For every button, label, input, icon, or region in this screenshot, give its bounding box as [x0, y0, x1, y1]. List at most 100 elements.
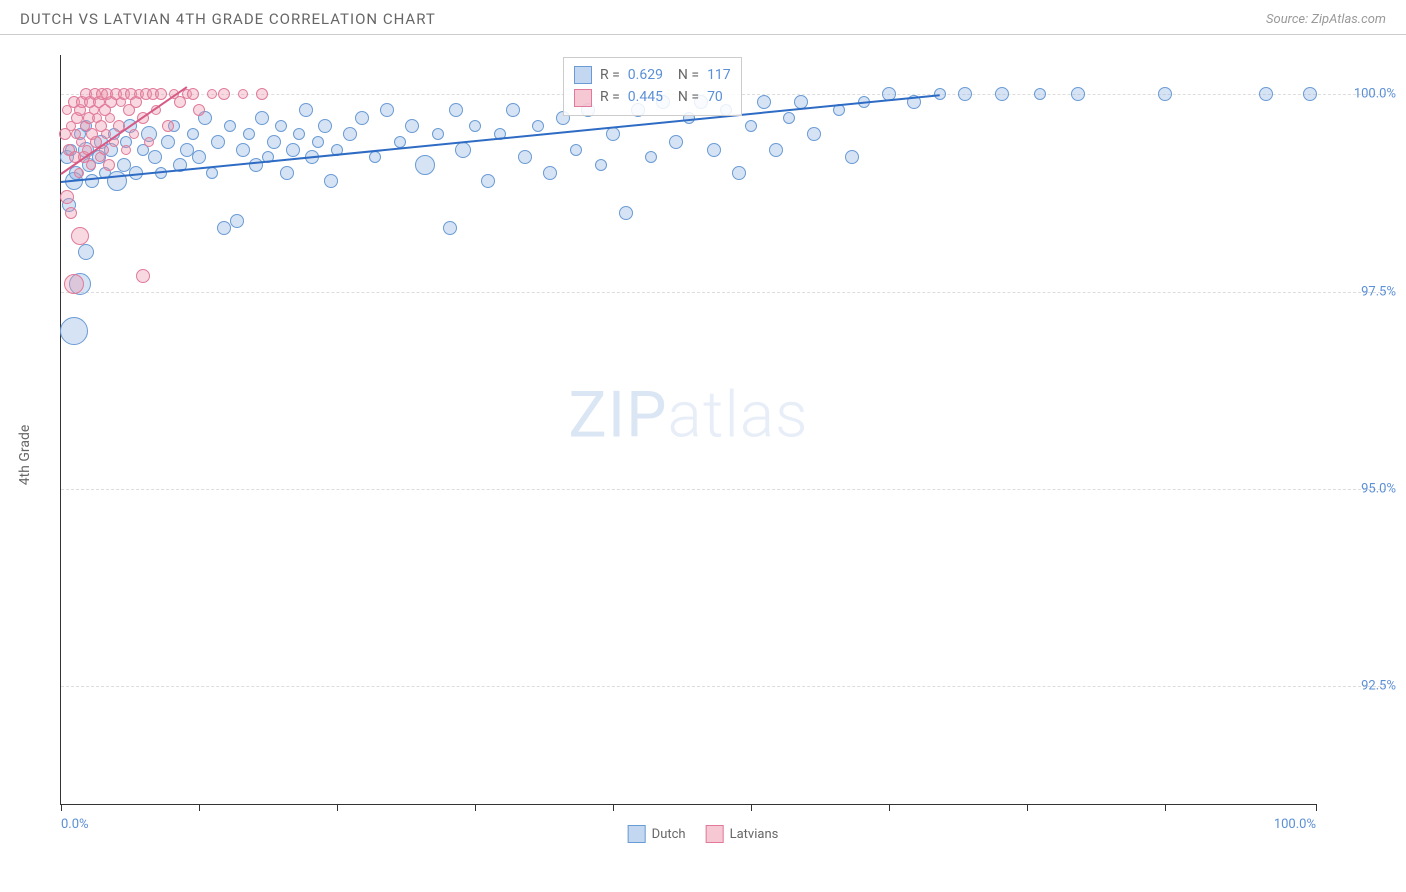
data-point — [192, 150, 206, 164]
data-point — [312, 136, 324, 148]
y-tick-label: 92.5% — [1326, 678, 1396, 693]
plot-area: ZIPatlas 92.5%95.0%97.5%100.0%0.0%100.0%… — [60, 55, 1316, 805]
data-point — [206, 167, 218, 179]
x-tick — [1316, 804, 1317, 811]
x-tick — [337, 804, 338, 811]
data-point — [207, 89, 217, 99]
x-tick — [1027, 804, 1028, 811]
stats-r-value: 0.445 — [628, 86, 663, 108]
data-point — [299, 103, 313, 117]
data-point — [293, 128, 305, 140]
data-point — [286, 143, 300, 157]
data-point — [103, 159, 115, 171]
gridline — [61, 489, 1386, 490]
x-tick-label: 0.0% — [61, 817, 89, 832]
data-point — [518, 150, 532, 164]
data-point — [238, 89, 248, 99]
y-tick-label: 95.0% — [1326, 481, 1396, 496]
data-point — [532, 120, 544, 132]
y-tick-label: 100.0% — [1326, 87, 1396, 102]
data-point — [74, 168, 84, 178]
data-point — [455, 142, 471, 158]
stats-n-value: 117 — [707, 64, 731, 86]
legend-label: Dutch — [652, 827, 686, 842]
x-tick — [199, 804, 200, 811]
data-point — [217, 221, 231, 235]
data-point — [60, 317, 88, 345]
data-point — [324, 174, 338, 188]
data-point — [432, 128, 444, 140]
data-point — [1158, 87, 1172, 101]
data-point — [136, 269, 150, 283]
gridline — [61, 292, 1386, 293]
x-tick — [889, 804, 890, 811]
gridline — [61, 686, 1386, 687]
data-point — [380, 103, 394, 117]
chart-container: 4th Grade ZIPatlas 92.5%95.0%97.5%100.0%… — [0, 35, 1406, 875]
swatch-icon — [574, 89, 592, 107]
data-point — [394, 136, 406, 148]
y-axis-label: 4th Grade — [17, 425, 33, 486]
data-point — [745, 120, 757, 132]
data-point — [369, 151, 381, 163]
data-point — [193, 104, 205, 116]
stats-n-label: N = — [671, 64, 699, 86]
dutch-swatch-icon — [628, 825, 646, 843]
stats-n-label: N = — [671, 86, 699, 108]
stats-n-value: 70 — [707, 86, 723, 108]
data-point — [570, 144, 582, 156]
data-point — [707, 143, 721, 157]
data-point — [645, 151, 657, 163]
chart-source: Source: ZipAtlas.com — [1266, 12, 1386, 27]
data-point — [187, 88, 199, 100]
stats-r-value: 0.629 — [628, 64, 663, 86]
data-point — [60, 190, 74, 204]
y-tick-label: 97.5% — [1326, 284, 1396, 299]
data-point — [443, 221, 457, 235]
data-point — [807, 127, 821, 141]
stats-box: R = 0.629 N = 117R = 0.445 N = 70 — [563, 57, 742, 116]
data-point — [405, 119, 419, 133]
data-point — [469, 120, 481, 132]
legend: Dutch Latvians — [628, 825, 779, 843]
stats-row: R = 0.629 N = 117 — [574, 64, 731, 86]
data-point — [757, 95, 771, 109]
stats-row: R = 0.445 N = 70 — [574, 86, 731, 108]
data-point — [255, 111, 269, 125]
data-point — [224, 120, 236, 132]
data-point — [619, 206, 633, 220]
data-point — [1259, 87, 1273, 101]
latvians-swatch-icon — [706, 825, 724, 843]
data-point — [1071, 87, 1085, 101]
data-point — [161, 135, 175, 149]
data-point — [230, 214, 244, 228]
data-point — [144, 137, 154, 147]
data-point — [318, 119, 332, 133]
x-tick — [1165, 804, 1166, 811]
data-point — [155, 88, 167, 100]
data-point — [162, 120, 174, 132]
data-point — [595, 159, 607, 171]
data-point — [415, 155, 435, 175]
data-point — [769, 143, 783, 157]
data-point — [481, 174, 495, 188]
data-point — [71, 227, 89, 245]
data-point — [275, 120, 287, 132]
data-point — [243, 128, 255, 140]
data-point — [236, 143, 250, 157]
data-point — [669, 135, 683, 149]
x-tick — [61, 804, 62, 811]
data-point — [121, 145, 131, 155]
watermark: ZIPatlas — [568, 377, 808, 452]
data-point — [65, 207, 77, 219]
x-tick — [475, 804, 476, 811]
data-point — [783, 112, 795, 124]
stats-r-label: R = — [600, 64, 620, 86]
data-point — [1303, 87, 1317, 101]
data-point — [78, 244, 94, 260]
data-point — [267, 135, 281, 149]
data-point — [85, 174, 99, 188]
data-point — [355, 111, 369, 125]
data-point — [187, 128, 199, 140]
data-point — [958, 87, 972, 101]
